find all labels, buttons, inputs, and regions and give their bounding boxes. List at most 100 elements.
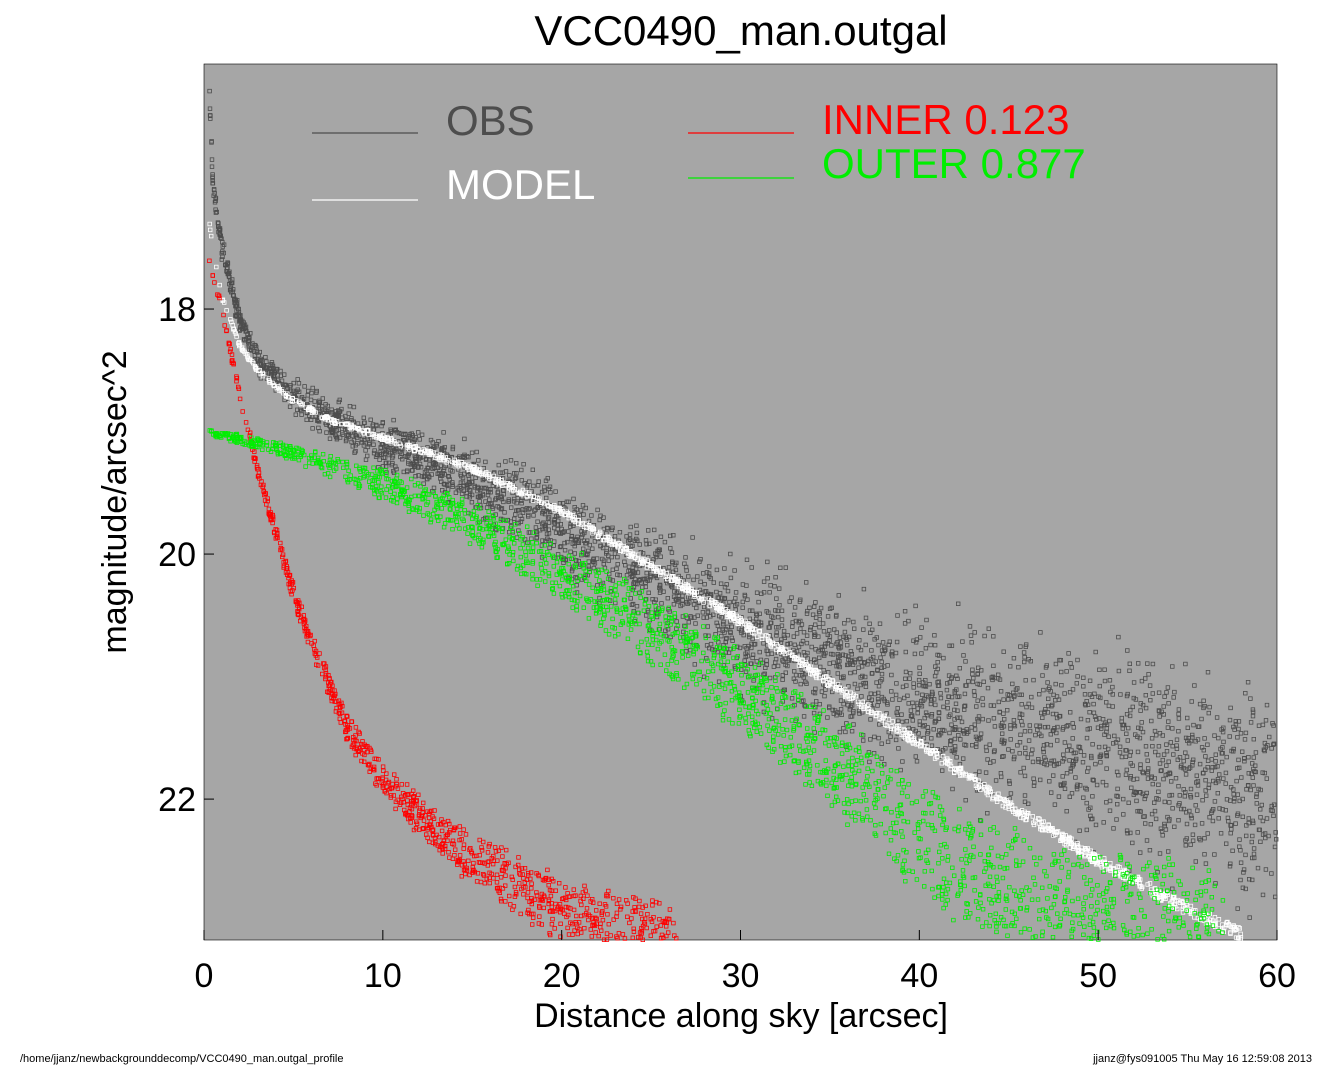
data-point	[974, 704, 979, 709]
data-point	[1265, 743, 1270, 748]
data-point	[722, 566, 727, 571]
data-point	[1250, 707, 1256, 712]
data-point	[929, 689, 935, 695]
data-point	[841, 701, 846, 707]
data-point	[1159, 768, 1164, 773]
data-point	[519, 498, 524, 503]
data-point	[1217, 806, 1222, 811]
data-point	[472, 483, 477, 489]
data-point	[1053, 698, 1058, 703]
data-point	[1216, 816, 1221, 821]
data-point	[210, 181, 216, 186]
data-point	[1256, 723, 1262, 728]
data-point	[1042, 711, 1047, 716]
data-point	[503, 469, 509, 474]
data-point	[1217, 772, 1222, 777]
data-point	[327, 436, 333, 441]
data-point	[754, 611, 759, 617]
data-point	[1102, 667, 1107, 672]
data-point	[671, 602, 677, 607]
data-point	[1204, 793, 1209, 798]
data-point	[365, 444, 371, 450]
data-point	[792, 612, 797, 617]
data-point	[991, 703, 997, 708]
data-point	[925, 729, 931, 734]
data-point	[563, 506, 568, 511]
data-point	[1018, 644, 1023, 649]
data-point	[1069, 748, 1074, 753]
data-point	[581, 546, 586, 551]
data-point	[928, 696, 934, 702]
data-point	[923, 684, 929, 689]
data-point	[932, 697, 937, 702]
data-point	[337, 397, 342, 403]
data-point	[1273, 894, 1278, 900]
data-point	[464, 453, 470, 459]
data-point	[1011, 690, 1016, 695]
data-point	[213, 207, 218, 212]
data-point	[1091, 778, 1096, 783]
data-point	[575, 534, 580, 540]
data-point	[1250, 877, 1255, 883]
data-point	[352, 450, 357, 455]
data-point	[485, 515, 490, 521]
data-point	[388, 427, 393, 432]
data-point	[1110, 684, 1115, 690]
data-point	[1246, 783, 1251, 788]
data-point	[843, 729, 848, 735]
data-point	[1216, 735, 1221, 741]
data-point	[1061, 725, 1066, 730]
data-point	[683, 555, 688, 560]
data-point	[1041, 743, 1047, 748]
data-point	[213, 195, 219, 201]
data-point	[1139, 720, 1144, 725]
data-point	[1119, 715, 1124, 721]
data-point	[796, 652, 801, 657]
data-point	[742, 592, 747, 598]
data-point	[324, 430, 329, 435]
data-point	[810, 612, 816, 617]
data-point	[565, 539, 570, 545]
data-point	[1084, 800, 1089, 806]
data-point	[542, 488, 547, 494]
data-point	[761, 579, 767, 584]
data-point	[1021, 765, 1026, 771]
data-point	[1074, 681, 1079, 686]
data-point	[972, 722, 977, 727]
data-point	[1228, 705, 1233, 711]
data-point	[255, 350, 260, 355]
data-point	[1206, 710, 1211, 716]
data-point	[765, 576, 770, 581]
data-point	[1244, 833, 1249, 839]
data-point	[962, 703, 968, 708]
data-point	[825, 641, 830, 646]
data-point	[882, 645, 887, 650]
data-point	[1209, 810, 1214, 815]
data-point	[238, 325, 243, 330]
data-point	[818, 647, 823, 653]
data-point	[728, 551, 733, 557]
data-point	[1234, 778, 1239, 784]
data-point	[758, 620, 764, 625]
data-point	[695, 574, 700, 579]
data-point	[1231, 724, 1236, 730]
data-point	[1082, 692, 1088, 697]
data-point	[1228, 831, 1233, 836]
data-point	[1207, 815, 1212, 820]
data-point	[890, 697, 895, 702]
data-point	[813, 647, 818, 652]
data-point	[1192, 683, 1197, 688]
data-point	[835, 659, 841, 664]
data-point	[983, 770, 989, 775]
data-point	[609, 527, 614, 533]
data-point	[1077, 745, 1083, 750]
data-point	[295, 407, 300, 412]
data-point	[1022, 729, 1028, 734]
data-point	[729, 624, 734, 629]
data-point	[508, 458, 514, 463]
data-point	[871, 661, 876, 667]
data-point	[852, 660, 857, 665]
data-point	[275, 372, 280, 378]
data-point	[579, 529, 584, 534]
data-point	[1047, 779, 1052, 784]
